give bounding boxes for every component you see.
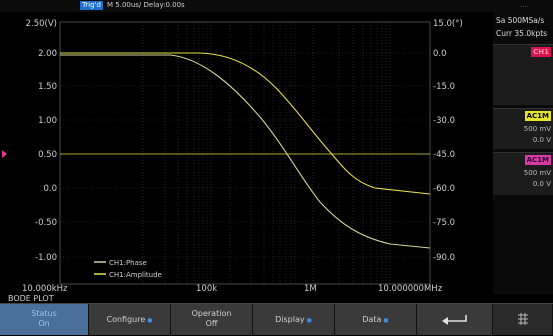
operation-button[interactable]: Operation Off [171, 304, 253, 335]
configure-button[interactable]: Configure ● [89, 304, 171, 335]
submenu-dot-icon: ● [383, 317, 389, 324]
phase-curve [60, 54, 431, 249]
right-axis-labels: 15.0(°) 0.0 -15.0 -30.0 -45.0 -60.0 -75.… [433, 19, 463, 263]
submenu-dot-icon: ● [306, 317, 312, 324]
right-axis-label: -45.0 [433, 150, 455, 160]
right-axis-label: -75.0 [433, 218, 455, 228]
current-points: Curr 35.0kpts [496, 29, 548, 38]
right-axis-label: 0.0 [433, 49, 447, 59]
right-axis-label: -90.0 [433, 253, 455, 263]
timebase-info: M 5.00us/ Delay:0.00s [107, 1, 185, 10]
status-button[interactable]: Status On [0, 304, 89, 335]
submenu-dot-icon: ● [147, 317, 153, 324]
top-right-indicator: .... [520, 1, 529, 9]
x-axis-label: 10.000kHz [22, 284, 68, 294]
back-button[interactable] [417, 304, 493, 335]
amplitude-curve [60, 52, 431, 195]
bode-plot: 2.50(V) 2.00 1.50 1.00 0.50 0.0 -0.50 -1… [0, 12, 493, 294]
menu-title: BODE PLOT [8, 294, 54, 303]
left-axis-label: -0.50 [35, 218, 57, 228]
timebase-value: M 5.00us/ [107, 1, 142, 9]
left-axis-label: 2.00 [38, 49, 57, 59]
left-axis-label: 2.50(V) [26, 19, 57, 29]
left-axis-label: 0.50 [38, 150, 57, 160]
legend-amplitude-label: CH1:Amplitude [109, 271, 162, 279]
softkey-menu: Status On Configure ● Operation Off Displ… [0, 303, 553, 335]
channel-2-scale: 500 mV [523, 125, 551, 133]
sample-rate: Sa 500MSa/s [496, 16, 545, 25]
x-axis-labels: 10.000kHz 100k 1M 10.000000MHz [22, 284, 443, 294]
x-axis-label: 1M [304, 284, 317, 294]
left-axis-label: -1.00 [35, 253, 57, 263]
quick-menu-button[interactable] [493, 304, 553, 335]
channel-1-badge: CH1 [531, 47, 551, 57]
channel-2-offset: 0.0 V [532, 136, 551, 144]
plot-background [0, 12, 493, 294]
left-axis-label: 1.00 [38, 116, 57, 126]
channel-3-scale: 500 mV [523, 169, 551, 177]
legend-phase-label: CH1:Phase [109, 259, 147, 267]
trigger-status-badge: Trig'd [80, 1, 103, 10]
right-axis-label: -30.0 [433, 116, 455, 126]
left-axis-label: 0.0 [43, 184, 57, 194]
plot-legend: CH1:Phase CH1:Amplitude [94, 259, 162, 279]
display-button[interactable]: Display ● [253, 304, 335, 335]
right-axis-label: -15.0 [433, 82, 455, 92]
side-panel: Sa 500MSa/s Curr 35.0kpts CH1 AC1M 500 m… [493, 12, 553, 294]
top-status-bar: Trig'd M 5.00us/ Delay:0.00s .... [0, 0, 553, 12]
right-axis-label: 15.0(°) [433, 19, 463, 29]
grid-menu-icon [517, 313, 528, 325]
channel-3-badge: AC1M [524, 155, 551, 165]
channel-2-panel[interactable]: AC1M 500 mV 0.0 V [493, 108, 553, 149]
back-arrow-icon [441, 315, 467, 325]
channel-2-badge: AC1M [524, 111, 551, 121]
channel-marker-icon[interactable] [2, 150, 7, 158]
x-axis-label: 100k [196, 284, 217, 294]
data-button[interactable]: Data ● [335, 304, 417, 335]
left-axis-label: 1.50 [38, 82, 57, 92]
x-axis-label: 10.000000MHz [378, 284, 443, 294]
plot-frame [59, 21, 431, 285]
delay-value: Delay:0.00s [143, 1, 185, 9]
channel-1-panel[interactable]: CH1 [493, 44, 553, 105]
right-axis-label: -60.0 [433, 184, 455, 194]
channel-3-panel[interactable]: AC1M 500 mV 0.0 V [493, 152, 553, 195]
channel-3-offset: 0.0 V [532, 180, 551, 188]
left-axis-labels: 2.50(V) 2.00 1.50 1.00 0.50 0.0 -0.50 -1… [26, 19, 57, 263]
